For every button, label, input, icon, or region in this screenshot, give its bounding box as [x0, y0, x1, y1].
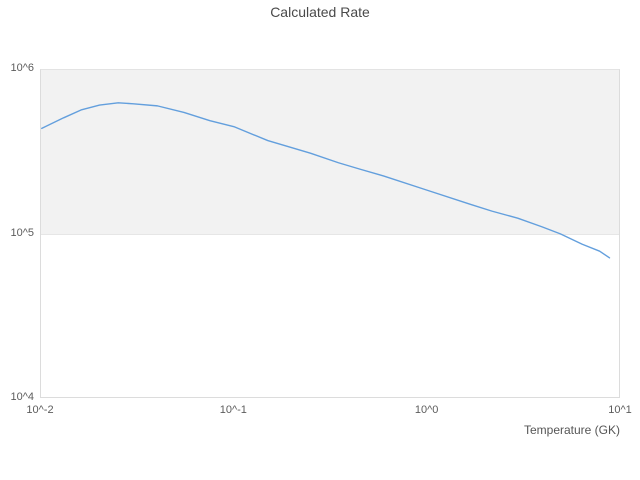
log-decade-band — [41, 70, 619, 235]
x-tick-label: 10^1 — [608, 404, 632, 416]
x-tick-label: 10^-1 — [219, 404, 247, 416]
x-axis-title: Temperature (GK) — [523, 423, 620, 437]
plot-area — [40, 69, 620, 398]
rate-series-line — [41, 102, 611, 259]
x-tick-label: 10^-2 — [26, 404, 54, 416]
y-tick-label: 10^6 — [10, 62, 34, 74]
y-tick-label: 10^4 — [10, 391, 34, 403]
x-tick-label: 10^0 — [414, 404, 439, 416]
series-svg — [41, 102, 611, 259]
chart-title: Calculated Rate — [270, 4, 370, 20]
y-tick-label: 10^5 — [10, 226, 34, 239]
